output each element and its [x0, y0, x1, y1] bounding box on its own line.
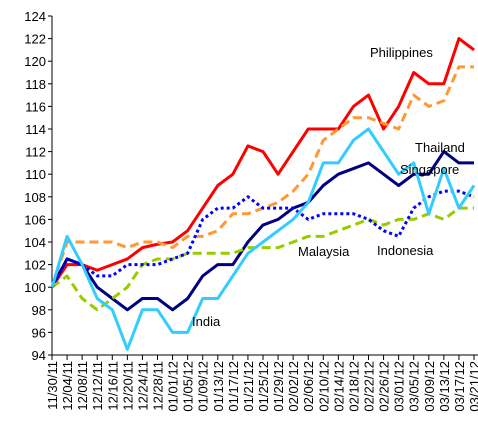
y-tick-label: 104 [24, 235, 46, 250]
x-tick-label: 03/13/12 [437, 361, 452, 412]
series-label: Malaysia [298, 244, 350, 259]
x-tick-label: 01/25/12 [256, 361, 271, 412]
series-line [50, 37, 475, 289]
x-tick-label: 12/24/11 [135, 361, 150, 411]
y-tick-label: 124 [24, 9, 46, 24]
y-tick-label: 114 [25, 122, 46, 137]
x-tick-label: 01/09/12 [196, 361, 211, 412]
x-tick-label: 12/04/11 [60, 361, 75, 411]
series-label: Indonesia [377, 243, 434, 258]
x-tick-label: 03/09/12 [422, 361, 437, 412]
x-tick-label: 03/21/12 [467, 361, 478, 412]
x-tick-label: 01/17/12 [226, 361, 241, 412]
y-tick-label: 108 [24, 190, 46, 205]
x-tick-label: 12/08/11 [75, 361, 90, 411]
x-tick-label: 02/02/12 [286, 361, 301, 412]
x-tick-label: 12/20/11 [120, 361, 135, 411]
x-tick-label: 01/29/12 [271, 361, 286, 412]
y-tick-label: 102 [24, 258, 46, 273]
x-tick-label: 02/18/12 [346, 361, 361, 412]
y-tick-label: 122 [24, 32, 46, 47]
x-tick-label: 03/01/12 [392, 361, 407, 412]
x-tick-label: 02/26/12 [377, 361, 392, 412]
x-tick-label: 12/12/11 [90, 361, 105, 411]
series-line [50, 127, 476, 351]
x-tick-label: 12/28/11 [151, 361, 166, 411]
series-label: Philippines [370, 45, 433, 60]
y-tick-label: 120 [24, 54, 46, 69]
y-tick-label: 96 [32, 325, 46, 340]
y-tick-label: 118 [25, 77, 46, 92]
x-tick-label: 02/06/12 [301, 361, 316, 412]
y-tick-label: 98 [32, 303, 46, 318]
x-tick-label: 02/10/12 [316, 361, 331, 412]
series-label: India [192, 314, 221, 329]
x-tick-label: 03/05/12 [407, 361, 422, 412]
x-tick-label: 11/30/11 [45, 361, 60, 410]
series-label: Thailand [415, 140, 465, 155]
x-tick-label: 01/21/12 [241, 361, 256, 412]
x-tick-label: 02/22/12 [362, 361, 377, 412]
y-tick-label: 94 [32, 348, 46, 363]
x-tick-label: 01/01/12 [166, 361, 181, 412]
series-label: Singapore [400, 162, 459, 177]
y-tick-label: 112 [25, 145, 46, 160]
y-tick-label: 106 [24, 212, 46, 227]
y-tick-label: 110 [25, 167, 46, 182]
y-tick-label: 116 [25, 99, 46, 114]
series-line [51, 206, 474, 312]
x-tick-label: 01/13/12 [211, 361, 226, 412]
y-tick-label: 100 [24, 280, 46, 295]
x-tick-label: 01/05/12 [181, 361, 196, 412]
x-tick-label: 12/16/11 [105, 361, 120, 411]
x-tick-label: 02/14/12 [331, 361, 346, 412]
x-tick-label: 03/17/12 [452, 361, 467, 412]
series-line [50, 150, 474, 312]
series-line [50, 189, 475, 288]
